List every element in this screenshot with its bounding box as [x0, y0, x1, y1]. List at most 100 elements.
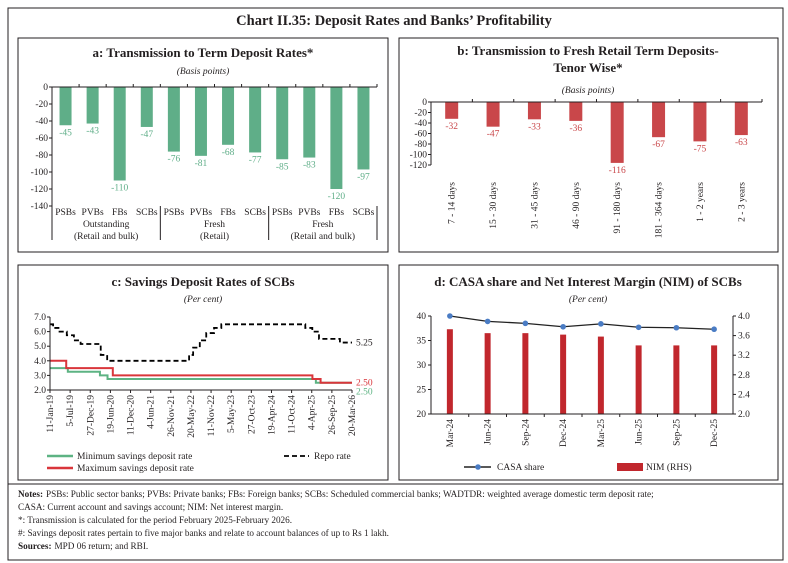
category-label: PVBs: [82, 208, 104, 218]
bar: [303, 87, 316, 158]
notes-text1: PSBs: Public sector banks; PVBs: Private…: [46, 489, 654, 499]
category-label: PSBs: [164, 208, 185, 218]
y-tick-label: -60: [414, 130, 427, 140]
data-label: -32: [445, 122, 458, 132]
legend-nim-swatch: [617, 463, 643, 471]
x-tick-label: 11-Jan-19: [46, 395, 56, 433]
category-label: SCBs: [244, 208, 266, 218]
category-label: Jun-24: [484, 419, 494, 445]
chart-title: Chart II.35: Deposit Rates and Banks’ Pr…: [236, 13, 552, 29]
notes-line3: *: Transmission is calculated for the pe…: [18, 515, 292, 525]
data-label: -47: [487, 130, 500, 140]
y-tick-label: -120: [410, 161, 428, 171]
left-y-tick-label: 35: [417, 337, 427, 347]
left-y-tick-label: 40: [417, 312, 427, 322]
data-label: -85: [276, 162, 289, 172]
casa-point: [711, 326, 717, 333]
data-label: -110: [111, 184, 128, 194]
category-label: FBs: [329, 208, 345, 218]
right-y-tick-label: 2.4: [738, 390, 750, 400]
bar: [167, 87, 180, 152]
legend-maximum-label: Maximum savings deposit rate: [77, 464, 194, 474]
bar: [445, 102, 459, 119]
x-tick-label: 27-Dec-19: [86, 395, 96, 436]
group-label-line1: Fresh: [312, 220, 333, 230]
category-label: FBs: [112, 208, 128, 218]
panel-c-plot: 2.0 3.0 4.0 5.0 6.0 7.0 11-Jan-19 5-Jul-19 27-De…: [34, 313, 373, 474]
nim-bar: [673, 345, 680, 414]
x-tick-label: 26-Nov-21: [167, 395, 177, 437]
y-tick-label: -140: [31, 202, 49, 212]
casa-point: [522, 320, 529, 327]
casa-point: [560, 323, 566, 330]
bar: [734, 102, 748, 136]
legend-casa-label: CASA share: [497, 463, 544, 473]
data-label: -77: [249, 155, 262, 165]
bar: [222, 87, 235, 145]
bar: [486, 102, 500, 127]
casa-line: [449, 315, 715, 330]
category-label: 7 - 14 days: [448, 182, 458, 224]
notes-frame: [7, 483, 784, 561]
category-label: SCBs: [353, 208, 375, 218]
nim-bar: [522, 333, 529, 414]
right-y-tick-label: 3.2: [738, 351, 750, 361]
panel-a-title: a: Transmission to Term Deposit Rates*: [93, 45, 314, 60]
maximum-end-label: 2.50: [356, 379, 373, 389]
nim-bar: [484, 333, 491, 414]
left-y-tick-label: 25: [417, 386, 427, 396]
legend-repo-label: Repo rate: [314, 452, 351, 462]
notes-line1: Notes: PSBs: Public sector banks; PVBs: P…: [18, 489, 654, 499]
data-label: -76: [168, 155, 181, 165]
y-tick-label: 2.0: [34, 386, 46, 396]
category-label: 1 - 2 years: [696, 182, 706, 222]
panel-d-frame: [398, 264, 779, 481]
y-tick-label: -20: [35, 100, 48, 110]
panel-c-title: c: Savings Deposit Rates of SCBs: [111, 274, 294, 289]
x-tick-label: 19-Jun-20: [106, 395, 116, 434]
category-label: 91 - 180 days: [613, 182, 623, 234]
bar: [527, 102, 541, 120]
repo-end-label: 5.25: [356, 339, 373, 349]
category-label: Jun-25: [635, 419, 645, 445]
panel-b-plot: 0-20-40-60-80-100-120 -32 7 - 14 days -47 15…: [410, 98, 763, 238]
panel-b-unit: (Basis points): [562, 85, 615, 96]
group-label-line1: Fresh: [204, 220, 225, 230]
y-tick-label: -40: [35, 117, 48, 127]
series-line-repo: [50, 323, 352, 362]
x-tick-label: 5-May-23: [227, 395, 237, 433]
bar: [357, 87, 370, 170]
y-tick-label: 5.0: [34, 342, 46, 352]
category-label: Sep-24: [521, 419, 531, 446]
nim-bar: [597, 336, 604, 414]
nim-bar: [560, 334, 567, 414]
panel-a-plot: 0-20-40-60-80-100-120-140-45PSBs-43PVBs-…: [31, 83, 378, 242]
category-label: 46 - 90 days: [572, 182, 582, 229]
category-label: 2 - 3 years: [737, 182, 747, 222]
y-tick-label: 0: [43, 83, 48, 93]
y-tick-label: -80: [35, 151, 48, 161]
data-label: -81: [195, 159, 208, 169]
data-label: -36: [569, 124, 582, 134]
x-tick-label: 20-May-22: [187, 395, 197, 438]
series-line-maximum: [50, 359, 352, 384]
y-tick-label: -100: [31, 168, 49, 178]
panel-b-frame: [398, 37, 779, 253]
panel-d-title: d: CASA share and Net Interest Margin (N…: [434, 274, 742, 289]
category-label: 15 - 30 days: [489, 182, 499, 229]
panel-a-unit: (Basis points): [177, 66, 230, 77]
y-tick-label: 3.0: [34, 371, 46, 381]
data-label: -75: [694, 144, 707, 154]
data-label: -68: [222, 148, 235, 158]
y-tick-label: 7.0: [34, 313, 46, 323]
data-label: -33: [528, 122, 541, 132]
category-label: FBs: [220, 208, 236, 218]
data-label: -43: [86, 127, 99, 137]
x-tick-label: 26-Sep-25: [328, 395, 338, 435]
x-tick-label: 11-Dec-20: [127, 395, 137, 436]
category-label: Dec-24: [559, 419, 569, 447]
casa-point: [635, 324, 642, 331]
bar: [194, 87, 207, 156]
x-tick-label: 19-Apr-24: [267, 395, 277, 435]
right-y-tick-label: 3.6: [738, 332, 750, 342]
